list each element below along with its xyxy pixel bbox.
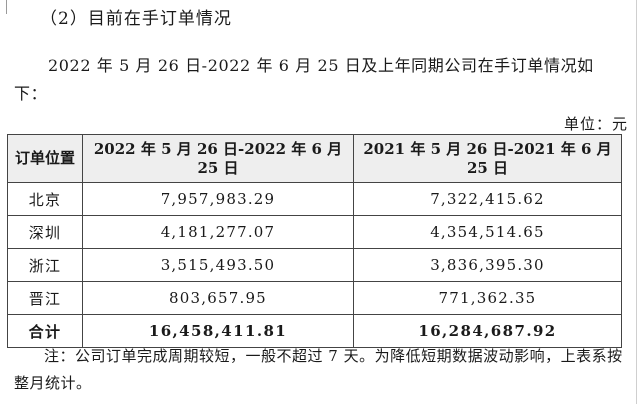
row-location: 北京 — [7, 182, 83, 216]
row-current-value: 3,515,493.50 — [82, 248, 354, 282]
row-previous-value: 4,354,514.65 — [353, 215, 622, 249]
row-location: 深圳 — [7, 215, 83, 249]
row-previous-value: 3,836,395.30 — [353, 248, 622, 282]
table-row: 北京 7,957,983.29 7,322,415.62 — [7, 182, 622, 216]
unit-label: 单位：元 — [563, 115, 628, 133]
order-table: 订单位置 2022 年 5 月 26 日-2022 年 6 月 25 日 202… — [7, 134, 622, 348]
row-location: 浙江 — [7, 248, 83, 282]
intro-paragraph: 2022 年 5 月 26 日-2022 年 6 月 25 日及上年同期公司在手… — [14, 56, 594, 103]
section-heading: （2）目前在手订单情况 — [40, 9, 232, 29]
row-previous-value: 771,362.35 — [353, 281, 622, 315]
row-previous-value: 7,322,415.62 — [353, 182, 622, 216]
table-row: 深圳 4,181,277.07 4,354,514.65 — [7, 215, 622, 249]
page-border — [636, 0, 637, 404]
total-previous-value: 16,284,687.92 — [353, 314, 622, 348]
row-current-value: 803,657.95 — [82, 281, 354, 315]
total-current-value: 16,458,411.81 — [82, 314, 354, 348]
table-header-row: 订单位置 2022 年 5 月 26 日-2022 年 6 月 25 日 202… — [7, 134, 622, 183]
footnote: 注：公司订单完成周期较短，一般不超过 7 天。为降低短期数据波动影响，上表系按整… — [14, 347, 623, 392]
table-row: 浙江 3,515,493.50 3,836,395.30 — [7, 248, 622, 282]
total-label: 合计 — [7, 314, 83, 348]
row-current-value: 4,181,277.07 — [82, 215, 354, 249]
row-current-value: 7,957,983.29 — [82, 182, 354, 216]
table-row: 晋江 803,657.95 771,362.35 — [7, 281, 622, 315]
header-location: 订单位置 — [7, 134, 83, 183]
header-previous-period: 2021 年 5 月 26 日-2021 年 6 月 25 日 — [353, 134, 622, 183]
page-corner-mark — [6, 0, 7, 14]
row-location: 晋江 — [7, 281, 83, 315]
header-current-period: 2022 年 5 月 26 日-2022 年 6 月 25 日 — [82, 134, 354, 183]
table-total-row: 合计 16,458,411.81 16,284,687.92 — [7, 314, 622, 348]
